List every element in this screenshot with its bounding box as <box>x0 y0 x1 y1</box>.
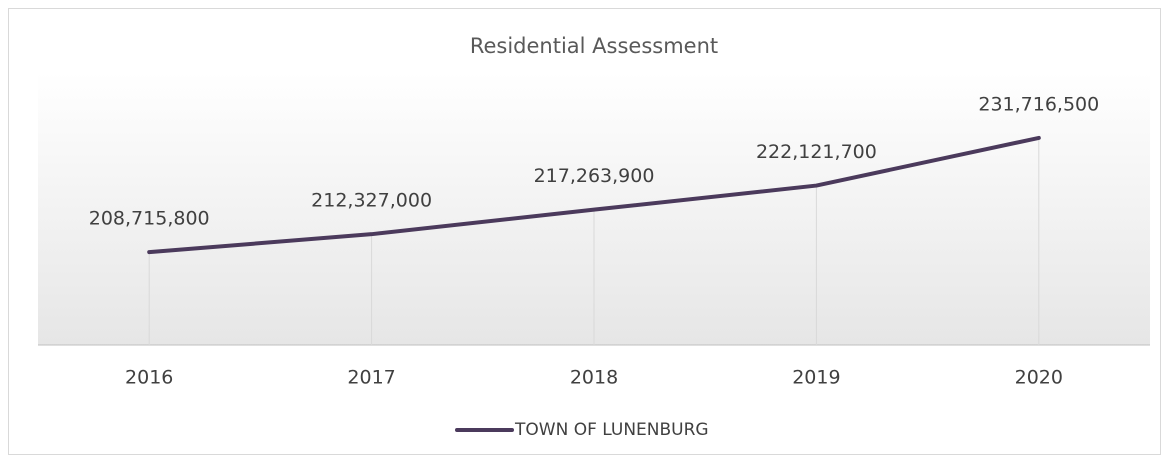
x-tick-label: 2020 <box>1015 367 1063 389</box>
data-label: 212,327,000 <box>311 190 432 212</box>
data-label: 222,121,700 <box>756 141 877 163</box>
data-label: 217,263,900 <box>534 165 655 187</box>
legend-label: TOWN OF LUNENBURG <box>514 420 709 440</box>
x-tick-label: 2016 <box>125 367 173 389</box>
x-tick-label: 2018 <box>570 367 618 389</box>
data-label: 231,716,500 <box>978 93 1099 115</box>
chart-title: Residential Assessment <box>470 34 718 58</box>
x-tick-label: 2019 <box>792 367 840 389</box>
x-tick-label: 2017 <box>347 367 395 389</box>
data-label: 208,715,800 <box>89 208 210 230</box>
data-line <box>147 135 1041 255</box>
